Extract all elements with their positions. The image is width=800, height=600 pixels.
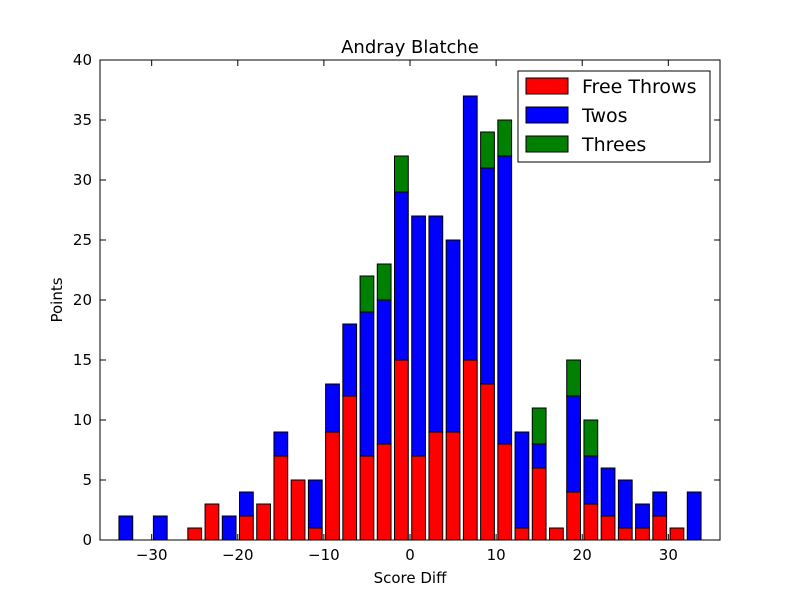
bar-threes bbox=[394, 155, 409, 193]
bar-twos bbox=[376, 299, 392, 445]
legend-label: Free Throws bbox=[582, 76, 696, 98]
y-tick-label: 15 bbox=[73, 351, 92, 369]
legend-swatch bbox=[525, 106, 569, 124]
x-tick-label: 30 bbox=[659, 546, 678, 564]
bar-twos bbox=[359, 311, 375, 457]
bar-free-throws bbox=[187, 527, 203, 541]
bar-twos bbox=[531, 443, 547, 469]
bar-twos bbox=[273, 431, 289, 457]
bar-twos bbox=[617, 479, 633, 529]
bar-free-throws bbox=[256, 503, 272, 541]
y-ticks: 0 5 10 15 20 25 30 35 40 bbox=[73, 51, 720, 549]
y-tick-label: 10 bbox=[73, 411, 92, 429]
legend: Free Throws Twos Threes bbox=[517, 70, 711, 163]
bar-twos bbox=[600, 467, 616, 517]
bar-twos bbox=[428, 215, 444, 433]
y-tick-label: 0 bbox=[82, 531, 92, 549]
y-tick-label: 30 bbox=[73, 171, 92, 189]
bar-threes bbox=[497, 119, 513, 157]
bar-free-throws bbox=[394, 359, 409, 541]
bar-free-throws bbox=[342, 395, 358, 541]
bar-twos bbox=[635, 503, 650, 529]
bar-free-throws bbox=[428, 431, 444, 541]
bar-free-throws bbox=[325, 431, 340, 541]
bar-free-throws bbox=[307, 527, 323, 541]
bar-twos bbox=[497, 155, 513, 445]
bar-threes bbox=[531, 407, 547, 445]
bar-free-throws bbox=[514, 527, 530, 541]
bar-twos bbox=[239, 491, 254, 517]
bar-threes bbox=[583, 419, 599, 457]
bar-free-throws bbox=[531, 467, 547, 541]
legend-label: Threes bbox=[581, 134, 646, 156]
bar-threes bbox=[480, 131, 495, 169]
bar-twos bbox=[394, 191, 409, 361]
bar-free-throws bbox=[462, 359, 478, 541]
x-tick-label: 0 bbox=[405, 546, 415, 564]
bar-free-throws bbox=[359, 455, 375, 541]
bar-free-throws bbox=[635, 527, 650, 541]
bar-free-throws bbox=[600, 515, 616, 541]
bar-twos bbox=[307, 479, 323, 529]
bar-free-throws bbox=[204, 503, 220, 541]
bar-twos bbox=[118, 515, 134, 541]
y-tick-label: 35 bbox=[73, 111, 92, 129]
bar-threes bbox=[359, 275, 375, 313]
bar-twos bbox=[325, 383, 340, 433]
bar-free-throws bbox=[239, 515, 254, 541]
x-ticks: −30 −20 −10 0 10 20 30 bbox=[136, 60, 678, 564]
x-axis-label: Score Diff bbox=[374, 569, 447, 587]
bar-free-throws bbox=[376, 443, 392, 541]
bars bbox=[118, 95, 702, 541]
bar-twos bbox=[445, 239, 461, 433]
bar-free-throws bbox=[273, 455, 289, 541]
bar-twos bbox=[411, 215, 427, 457]
legend-swatch bbox=[525, 135, 569, 153]
bar-twos bbox=[221, 515, 237, 541]
legend-swatch bbox=[525, 77, 569, 95]
bar-free-throws bbox=[411, 455, 427, 541]
bar-free-throws bbox=[583, 503, 599, 541]
bar-twos bbox=[566, 395, 582, 493]
legend-label: Twos bbox=[581, 105, 628, 127]
x-tick-label: 10 bbox=[487, 546, 506, 564]
bar-free-throws bbox=[445, 431, 461, 541]
bar-threes bbox=[566, 359, 582, 397]
y-tick-label: 25 bbox=[73, 231, 92, 249]
y-tick-label: 20 bbox=[73, 291, 92, 309]
bar-free-throws bbox=[549, 527, 564, 541]
bar-twos bbox=[514, 431, 530, 529]
x-tick-label: 20 bbox=[573, 546, 592, 564]
bar-free-throws bbox=[652, 515, 668, 541]
x-tick-label: −30 bbox=[136, 546, 168, 564]
y-tick-label: 40 bbox=[73, 51, 92, 69]
bar-free-throws bbox=[669, 527, 685, 541]
bar-free-throws bbox=[480, 383, 495, 541]
bar-free-throws bbox=[617, 527, 633, 541]
bar-twos bbox=[583, 455, 599, 505]
x-tick-label: −10 bbox=[308, 546, 340, 564]
bar-free-throws bbox=[290, 479, 306, 541]
bar-free-throws bbox=[566, 491, 582, 541]
bar-threes bbox=[376, 263, 392, 301]
x-tick-label: −20 bbox=[222, 546, 254, 564]
bar-twos bbox=[480, 167, 495, 385]
bar-twos bbox=[152, 515, 168, 541]
y-tick-label: 5 bbox=[82, 471, 92, 489]
bar-twos bbox=[652, 491, 668, 517]
bar-twos bbox=[462, 95, 478, 361]
bar-twos bbox=[686, 491, 702, 541]
y-axis-label: Points bbox=[48, 277, 66, 322]
bar-twos bbox=[342, 323, 358, 397]
bar-free-throws bbox=[497, 443, 513, 541]
chart-title: Andray Blatche bbox=[341, 37, 479, 58]
